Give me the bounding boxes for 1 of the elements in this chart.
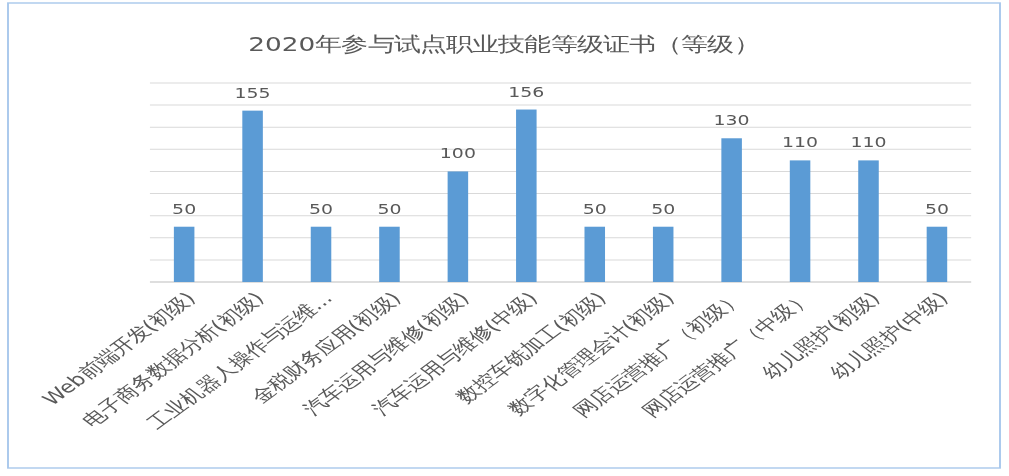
title: 2020年参与试点职业技能等级证书（等级） bbox=[248, 32, 760, 56]
